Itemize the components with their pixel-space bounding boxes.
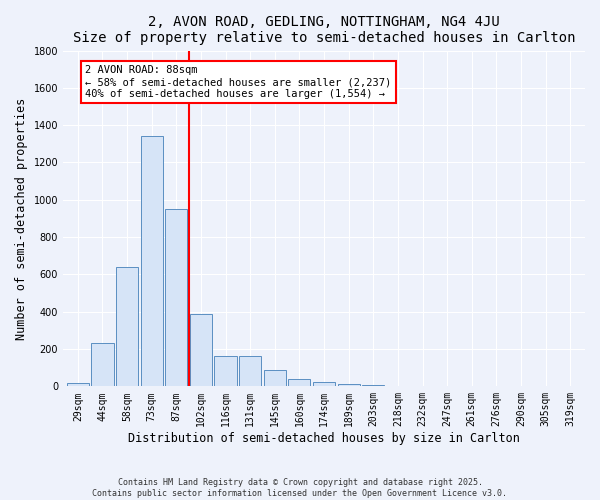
Bar	[140, 136, 163, 386]
Bar	[289, 379, 310, 386]
Bar	[190, 314, 212, 386]
X-axis label: Distribution of semi-detached houses by size in Carlton: Distribution of semi-detached houses by …	[128, 432, 520, 445]
Bar	[116, 267, 138, 386]
Bar	[67, 382, 89, 386]
Text: Contains HM Land Registry data © Crown copyright and database right 2025.
Contai: Contains HM Land Registry data © Crown c…	[92, 478, 508, 498]
Bar	[338, 384, 360, 386]
Bar	[165, 209, 187, 386]
Bar	[91, 344, 113, 386]
Y-axis label: Number of semi-detached properties: Number of semi-detached properties	[15, 98, 28, 340]
Bar	[313, 382, 335, 386]
Text: 2 AVON ROAD: 88sqm
← 58% of semi-detached houses are smaller (2,237)
40% of semi: 2 AVON ROAD: 88sqm ← 58% of semi-detache…	[85, 66, 391, 98]
Bar	[214, 356, 236, 386]
Bar	[264, 370, 286, 386]
Title: 2, AVON ROAD, GEDLING, NOTTINGHAM, NG4 4JU
Size of property relative to semi-det: 2, AVON ROAD, GEDLING, NOTTINGHAM, NG4 4…	[73, 15, 575, 45]
Bar	[239, 356, 261, 386]
